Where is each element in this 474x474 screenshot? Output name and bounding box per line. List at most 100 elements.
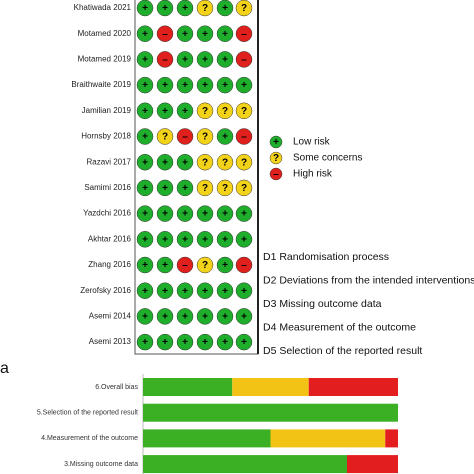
judgment-dot	[136, 25, 154, 42]
judgment-symbol: +	[222, 286, 228, 297]
study-label: Hornsby 2018	[81, 132, 131, 141]
judgment-dot	[136, 153, 154, 171]
judgment-symbol: +	[222, 337, 228, 348]
judgment-dot	[196, 76, 214, 94]
judgment-dot	[136, 179, 154, 197]
judgment-dot	[235, 0, 253, 17]
judgment-symbol: +	[182, 234, 188, 245]
legend-symbol: +	[273, 137, 279, 148]
judgment-symbol: ?	[202, 106, 208, 117]
judgment-dot	[156, 0, 174, 17]
domain-label: D1 Randomisation process	[263, 251, 389, 263]
judgment-dot	[196, 205, 214, 222]
judgment-dot	[176, 0, 194, 17]
judgment-symbol: +	[182, 312, 188, 323]
judgment-dot	[235, 102, 253, 120]
judgment-dot	[235, 231, 253, 248]
bar-segment	[143, 378, 233, 396]
category-label: 4.Measurement of the outcome	[41, 435, 138, 442]
bar-segment	[385, 429, 398, 448]
category-label: 6.Overall bias	[95, 384, 138, 391]
judgment-symbol: ?	[202, 260, 208, 271]
judgment-dot	[136, 308, 154, 325]
judgment-dot	[196, 179, 214, 197]
judgment-symbol: +	[202, 286, 208, 297]
judgment-dot	[235, 282, 253, 299]
judgment-symbol: ?	[241, 157, 247, 168]
study-label: Khatiwada 2021	[74, 3, 132, 12]
judgment-dot	[216, 333, 234, 351]
judgment-symbol: +	[222, 29, 228, 40]
judgment-symbol: +	[202, 234, 208, 245]
judgment-dot	[176, 308, 194, 325]
judgment-symbol: +	[182, 55, 188, 66]
judgment-symbol: +	[182, 3, 188, 14]
judgment-dot	[176, 333, 194, 351]
judgment-symbol: ?	[241, 3, 247, 14]
study-label: Jamilian 2019	[82, 106, 132, 115]
judgment-dot	[235, 179, 253, 197]
judgment-symbol: +	[241, 209, 247, 220]
judgment-symbol: –	[162, 29, 168, 40]
judgment-symbol: +	[222, 80, 228, 91]
judgment-symbol: ?	[222, 183, 228, 194]
judgment-symbol: +	[222, 234, 228, 245]
judgment-dot	[235, 205, 253, 222]
study-label: Zhang 2016	[88, 260, 131, 269]
bar-segment	[232, 378, 309, 396]
legend-dot	[269, 167, 283, 181]
judgment-dot	[235, 153, 253, 171]
judgment-dot	[136, 282, 154, 299]
judgment-dot	[156, 76, 174, 94]
judgment-symbol: +	[142, 132, 148, 143]
judgment-dot	[196, 128, 214, 145]
judgment-dot	[196, 25, 214, 42]
study-label: Akhtar 2016	[88, 234, 132, 243]
judgment-symbol: +	[222, 312, 228, 323]
judgment-symbol: +	[162, 80, 168, 91]
judgment-symbol: +	[142, 29, 148, 40]
study-label: Yazdchi 2016	[83, 209, 131, 218]
judgment-dot	[156, 333, 174, 351]
judgment-symbol: +	[162, 312, 168, 323]
judgment-dot	[176, 76, 194, 94]
judgment-dot	[136, 205, 154, 222]
domain-label: D2 Deviations from the intended interven…	[263, 274, 474, 286]
judgment-symbol: +	[162, 337, 168, 348]
judgment-symbol: +	[142, 106, 148, 117]
judgment-symbol: +	[222, 260, 228, 271]
judgment-symbol: +	[202, 337, 208, 348]
judgment-symbol: +	[222, 55, 228, 66]
judgment-dot	[196, 308, 214, 325]
judgment-symbol: ?	[202, 157, 208, 168]
judgment-symbol: +	[182, 157, 188, 168]
study-label: Razavi 2017	[87, 157, 132, 166]
domain-label: D4 Measurement of the outcome	[263, 321, 416, 333]
judgment-symbol: +	[162, 106, 168, 117]
study-label: Motamed 2019	[78, 55, 132, 64]
judgment-dot	[176, 256, 194, 274]
judgment-dot	[156, 153, 174, 171]
judgment-symbol: ?	[202, 132, 208, 143]
judgment-symbol: –	[182, 260, 188, 271]
judgment-dot	[176, 51, 194, 68]
bar-segment	[143, 429, 271, 448]
judgment-symbol: +	[142, 312, 148, 323]
judgment-dot	[156, 308, 174, 325]
bar-segment	[347, 455, 398, 474]
judgment-symbol: +	[142, 260, 148, 271]
judgment-dot	[216, 51, 234, 68]
judgment-symbol: +	[142, 55, 148, 66]
judgment-dot	[216, 205, 234, 222]
category-label: 5.Selection of the reported result	[37, 410, 138, 417]
judgment-symbol: +	[222, 3, 228, 14]
judgment-dot	[156, 205, 174, 222]
judgment-symbol: ?	[202, 183, 208, 194]
judgment-dot	[136, 0, 154, 17]
judgment-dot	[216, 179, 234, 197]
judgment-dot	[156, 231, 174, 248]
judgment-dot	[176, 282, 194, 299]
judgment-symbol: +	[142, 183, 148, 194]
judgment-symbol: +	[182, 80, 188, 91]
